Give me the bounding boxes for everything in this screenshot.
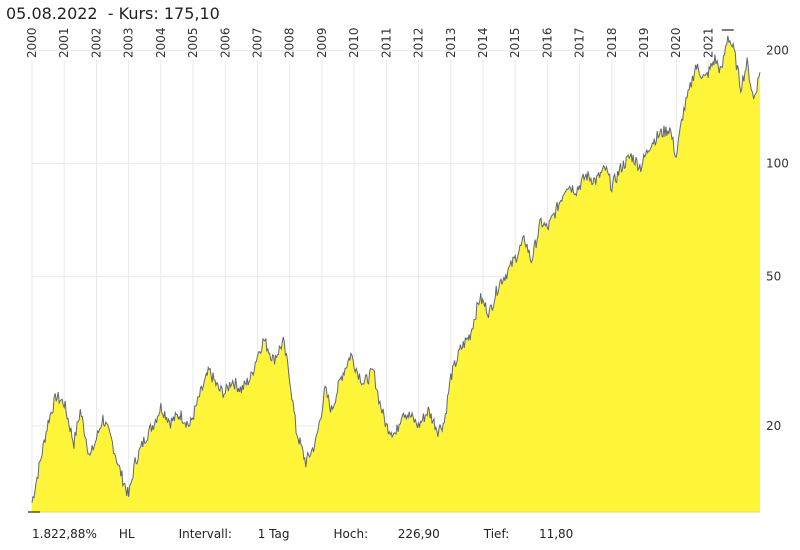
header-date: 05.08.2022 xyxy=(6,4,98,23)
high-text: Hoch: 226,90 xyxy=(334,527,462,541)
interval-value[interactable]: 1 Tag xyxy=(257,527,290,541)
series-line xyxy=(31,35,761,503)
performance-value: 1.822,88% xyxy=(32,527,97,541)
x-tick-label: 2008 xyxy=(283,27,297,58)
x-tick-label: 2011 xyxy=(379,27,393,58)
y-tick-label: 50 xyxy=(766,270,781,284)
x-tick-label: 2005 xyxy=(186,27,200,58)
performance-text: 1.822,88% HL xyxy=(32,527,157,541)
x-tick-label: 2018 xyxy=(605,27,619,58)
interval-label: Intervall: xyxy=(178,527,232,541)
header-kurs-value: 175,10 xyxy=(163,4,220,23)
low-label: Tief: xyxy=(483,527,510,541)
x-tick-label: 2019 xyxy=(637,27,651,58)
x-tick-label: 2015 xyxy=(508,27,522,58)
y-tick-label: 100 xyxy=(766,157,789,171)
y-tick-label: 200 xyxy=(766,44,789,58)
x-tick-label: 2003 xyxy=(122,27,136,58)
x-tick-label: 2009 xyxy=(315,27,329,58)
chart-footer: 1.822,88% HL Intervall: 1 Tag Hoch: 226,90 T… xyxy=(32,527,617,541)
header-separator: - xyxy=(97,4,119,23)
high-label: Hoch: xyxy=(333,527,369,541)
x-tick-label: 2012 xyxy=(412,27,426,58)
y-tick-label: 20 xyxy=(766,419,781,433)
x-tick-label: 2014 xyxy=(476,27,490,58)
x-tick-label: 2006 xyxy=(218,27,232,58)
series-area xyxy=(32,35,760,513)
x-tick-label: 2000 xyxy=(25,27,39,58)
x-tick-label: 2013 xyxy=(444,27,458,58)
x-tick-label: 2020 xyxy=(669,27,683,58)
hl-label[interactable]: HL xyxy=(118,527,135,541)
low-value: 11,80 xyxy=(538,527,574,541)
x-tick-label: 2007 xyxy=(250,27,264,58)
header-kurs-label: Kurs: xyxy=(118,4,159,23)
x-tick-label: 2017 xyxy=(573,27,587,58)
high-value: 226,90 xyxy=(397,527,440,541)
x-tick-label: 2021 xyxy=(701,27,715,58)
x-tick-label: 2001 xyxy=(57,27,71,58)
x-tick-label: 2016 xyxy=(540,27,554,58)
price-header: 05.08.2022 - Kurs: 175,10 xyxy=(6,4,220,23)
x-tick-label: 2010 xyxy=(347,27,361,58)
interval-text: Intervall: 1 Tag xyxy=(179,527,312,541)
x-tick-label: 2004 xyxy=(154,27,168,58)
x-tick-label: 2002 xyxy=(89,27,103,58)
low-text: Tief: 11,80 xyxy=(484,527,596,541)
